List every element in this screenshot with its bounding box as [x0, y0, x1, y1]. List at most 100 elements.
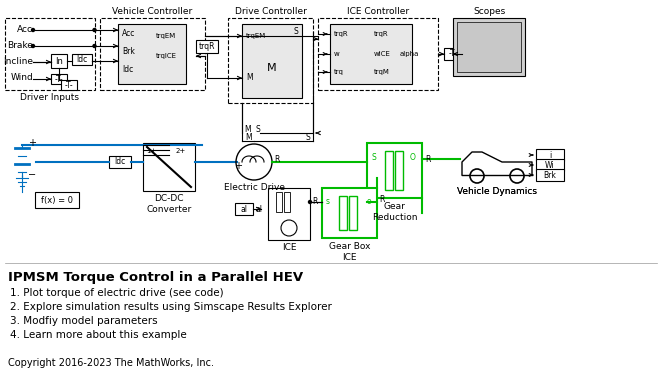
Text: M: M — [246, 74, 253, 83]
Text: al: al — [240, 204, 248, 213]
Text: R: R — [425, 154, 431, 163]
Text: Vehicle Controller: Vehicle Controller — [113, 7, 193, 16]
Circle shape — [93, 29, 96, 32]
Text: DC-DC
Converter: DC-DC Converter — [146, 194, 191, 214]
Text: −: − — [28, 170, 36, 180]
Bar — [318, 18, 438, 90]
Text: -T-: -T- — [449, 50, 457, 59]
Text: R: R — [274, 156, 279, 165]
Text: o: o — [366, 197, 371, 206]
Bar — [35, 192, 79, 208]
Text: 2. Explore simulation results using Simscape Results Explorer: 2. Explore simulation results using Sims… — [10, 302, 332, 312]
Circle shape — [308, 201, 312, 203]
Text: Idc: Idc — [115, 158, 126, 167]
Text: Incline: Incline — [3, 57, 33, 66]
Text: Drive Controller: Drive Controller — [234, 7, 307, 16]
Text: Acc: Acc — [122, 29, 135, 38]
Bar — [61, 80, 77, 90]
Text: ICE: ICE — [282, 244, 297, 253]
Text: wICE: wICE — [374, 51, 391, 57]
Text: Gear
Reduction: Gear Reduction — [372, 202, 417, 222]
Text: 4. Learn more about this example: 4. Learn more about this example — [10, 330, 187, 340]
Text: R: R — [379, 194, 385, 203]
Text: s: s — [326, 197, 330, 206]
Circle shape — [32, 29, 34, 32]
Bar — [330, 24, 412, 84]
Text: Vehicle Dynamics: Vehicle Dynamics — [457, 188, 537, 197]
Bar — [109, 156, 131, 168]
Bar — [367, 143, 422, 198]
Bar — [284, 192, 290, 212]
Text: IPMSM Torque Control in a Parallel HEV: IPMSM Torque Control in a Parallel HEV — [8, 271, 303, 285]
Text: Copyright 2016-2023 The MathWorks, Inc.: Copyright 2016-2023 The MathWorks, Inc. — [8, 358, 214, 368]
Bar — [339, 196, 347, 230]
Text: Wi: Wi — [545, 160, 555, 170]
Bar — [228, 18, 313, 103]
Bar — [457, 22, 521, 72]
Text: f(x) = 0: f(x) = 0 — [41, 196, 73, 204]
Bar — [100, 18, 205, 90]
Text: al: al — [256, 204, 263, 213]
Text: S: S — [294, 27, 299, 36]
Text: Vehicle Dynamics: Vehicle Dynamics — [457, 188, 537, 197]
Text: i: i — [549, 151, 551, 160]
Bar — [235, 203, 253, 215]
Text: trqEM: trqEM — [156, 33, 176, 39]
Text: trqEM: trqEM — [246, 33, 266, 39]
Text: +: + — [28, 138, 36, 148]
Text: S: S — [371, 154, 376, 163]
Text: Brake: Brake — [7, 41, 33, 50]
Text: Wind: Wind — [10, 74, 33, 83]
Bar — [143, 143, 195, 191]
Bar — [444, 48, 462, 60]
Bar — [196, 40, 218, 53]
Text: Gear Box
ICE: Gear Box ICE — [329, 242, 370, 262]
Text: Driver Inputs: Driver Inputs — [21, 93, 79, 102]
Text: Idc: Idc — [76, 55, 87, 64]
Circle shape — [32, 45, 34, 47]
Text: In: In — [55, 57, 63, 66]
Text: Scopes: Scopes — [473, 7, 505, 16]
Bar — [5, 18, 95, 90]
Text: M: M — [244, 126, 251, 135]
Text: Brk: Brk — [544, 170, 557, 179]
Text: 3. Modfiy model parameters: 3. Modfiy model parameters — [10, 316, 158, 326]
Text: trqR: trqR — [374, 31, 389, 37]
Text: S: S — [305, 133, 310, 142]
Bar — [72, 54, 92, 65]
Circle shape — [93, 45, 96, 47]
Text: Acc: Acc — [17, 25, 33, 34]
Text: -T-: -T- — [65, 81, 73, 90]
Text: +: + — [234, 161, 242, 171]
Bar — [536, 169, 564, 181]
Text: Idc: Idc — [122, 66, 133, 75]
Bar — [276, 192, 282, 212]
Bar — [322, 188, 377, 238]
Text: w: w — [334, 51, 340, 57]
Text: alpha: alpha — [400, 51, 419, 57]
Bar — [395, 151, 403, 190]
Text: trqICE: trqICE — [156, 53, 177, 59]
Bar — [51, 74, 67, 84]
Bar — [242, 24, 302, 98]
Bar — [268, 188, 310, 240]
Text: 1. Plot torque of electric drive (see code): 1. Plot torque of electric drive (see co… — [10, 288, 224, 298]
Text: Brk: Brk — [122, 47, 135, 57]
Text: R: R — [312, 197, 318, 206]
Bar — [453, 18, 525, 76]
Bar — [536, 149, 564, 161]
Bar — [118, 24, 186, 84]
Text: ICE Controller: ICE Controller — [347, 7, 409, 16]
Text: S: S — [256, 126, 260, 135]
Text: -T-: -T- — [55, 75, 64, 84]
Bar — [385, 151, 393, 190]
Text: O: O — [410, 154, 416, 163]
Text: trqR: trqR — [199, 42, 215, 51]
Bar — [51, 54, 67, 68]
Bar — [349, 196, 357, 230]
Bar — [536, 159, 564, 171]
Text: trqM: trqM — [374, 69, 390, 75]
Text: trq: trq — [334, 69, 344, 75]
Text: 1+: 1+ — [146, 148, 156, 154]
Text: M: M — [245, 133, 252, 142]
